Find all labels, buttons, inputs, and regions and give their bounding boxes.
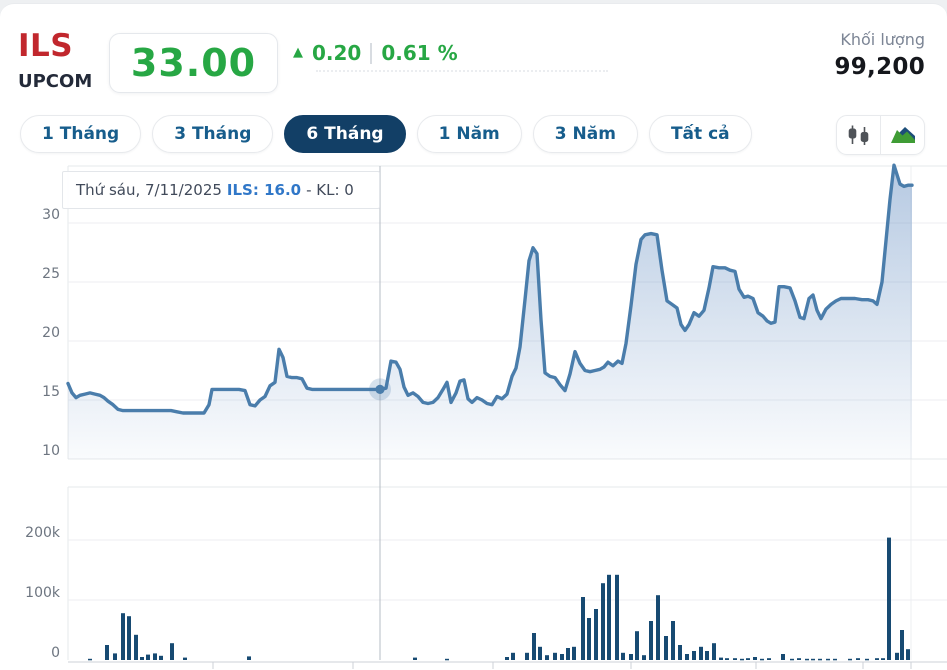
tab-3-nam[interactable]: 3 Năm: [532, 115, 638, 153]
candlestick-glyph: [848, 125, 868, 145]
tooltip-series-value: ILS: 16.0: [226, 181, 302, 199]
exchange-label: UPCOM: [18, 71, 93, 92]
price-volume-chart[interactable]: 30 25 20 15 10 200k 100k 0: [0, 4, 947, 670]
chart-type-toggle: [836, 115, 925, 155]
volume-value: 99,200: [834, 54, 925, 80]
tab-tat-ca[interactable]: Tất cả: [648, 115, 752, 153]
price-box: 33.00: [109, 33, 278, 93]
chart-tooltip: Thứ sáu, 7/11/2025 ILS: 16.0 - KL: 0: [62, 171, 380, 209]
volume-block: Khối lượng 99,200: [834, 30, 925, 80]
time-range-tabs: 1 Tháng 3 Tháng 6 Tháng 1 Năm 3 Năm Tất cả: [20, 115, 752, 153]
current-price: 33.00: [130, 41, 257, 85]
svg-text:200k: 200k: [25, 525, 61, 541]
tab-1-thang[interactable]: 1 Tháng: [20, 115, 142, 153]
price-change-block: ▲ 0.20 0.61 %: [293, 40, 458, 66]
change-value: 0.20: [312, 41, 362, 65]
faded-subtext: [316, 70, 608, 72]
svg-text:20: 20: [42, 325, 60, 341]
tab-3-thang[interactable]: 3 Tháng: [152, 115, 274, 153]
stock-widget-card: ILS UPCOM 33.00 ▲ 0.20 0.61 % Khối lượng…: [0, 3, 947, 670]
up-arrow-icon: ▲: [293, 44, 303, 60]
ticker-block: ILS UPCOM: [18, 28, 92, 92]
area-chart-icon[interactable]: [881, 116, 924, 154]
change-percent: 0.61 %: [381, 41, 458, 65]
candlestick-chart-icon[interactable]: [837, 116, 880, 154]
svg-text:15: 15: [42, 384, 60, 400]
tab-1-nam[interactable]: 1 Năm: [416, 115, 522, 153]
tab-6-thang[interactable]: 6 Tháng: [284, 115, 406, 153]
change-divider: [370, 42, 373, 64]
volume-label: Khối lượng: [840, 30, 925, 49]
ticker-symbol: ILS: [18, 28, 74, 64]
toggle-separator: [880, 116, 881, 154]
svg-text:25: 25: [42, 266, 60, 282]
svg-text:100k: 100k: [25, 585, 61, 601]
svg-text:0: 0: [51, 645, 60, 661]
tooltip-date: Thứ sáu, 7/11/2025: [76, 181, 222, 199]
svg-text:10: 10: [42, 443, 60, 459]
tooltip-volume: - KL: 0: [306, 181, 354, 199]
svg-text:30: 30: [42, 207, 60, 223]
mountain-glyph: [890, 127, 915, 143]
